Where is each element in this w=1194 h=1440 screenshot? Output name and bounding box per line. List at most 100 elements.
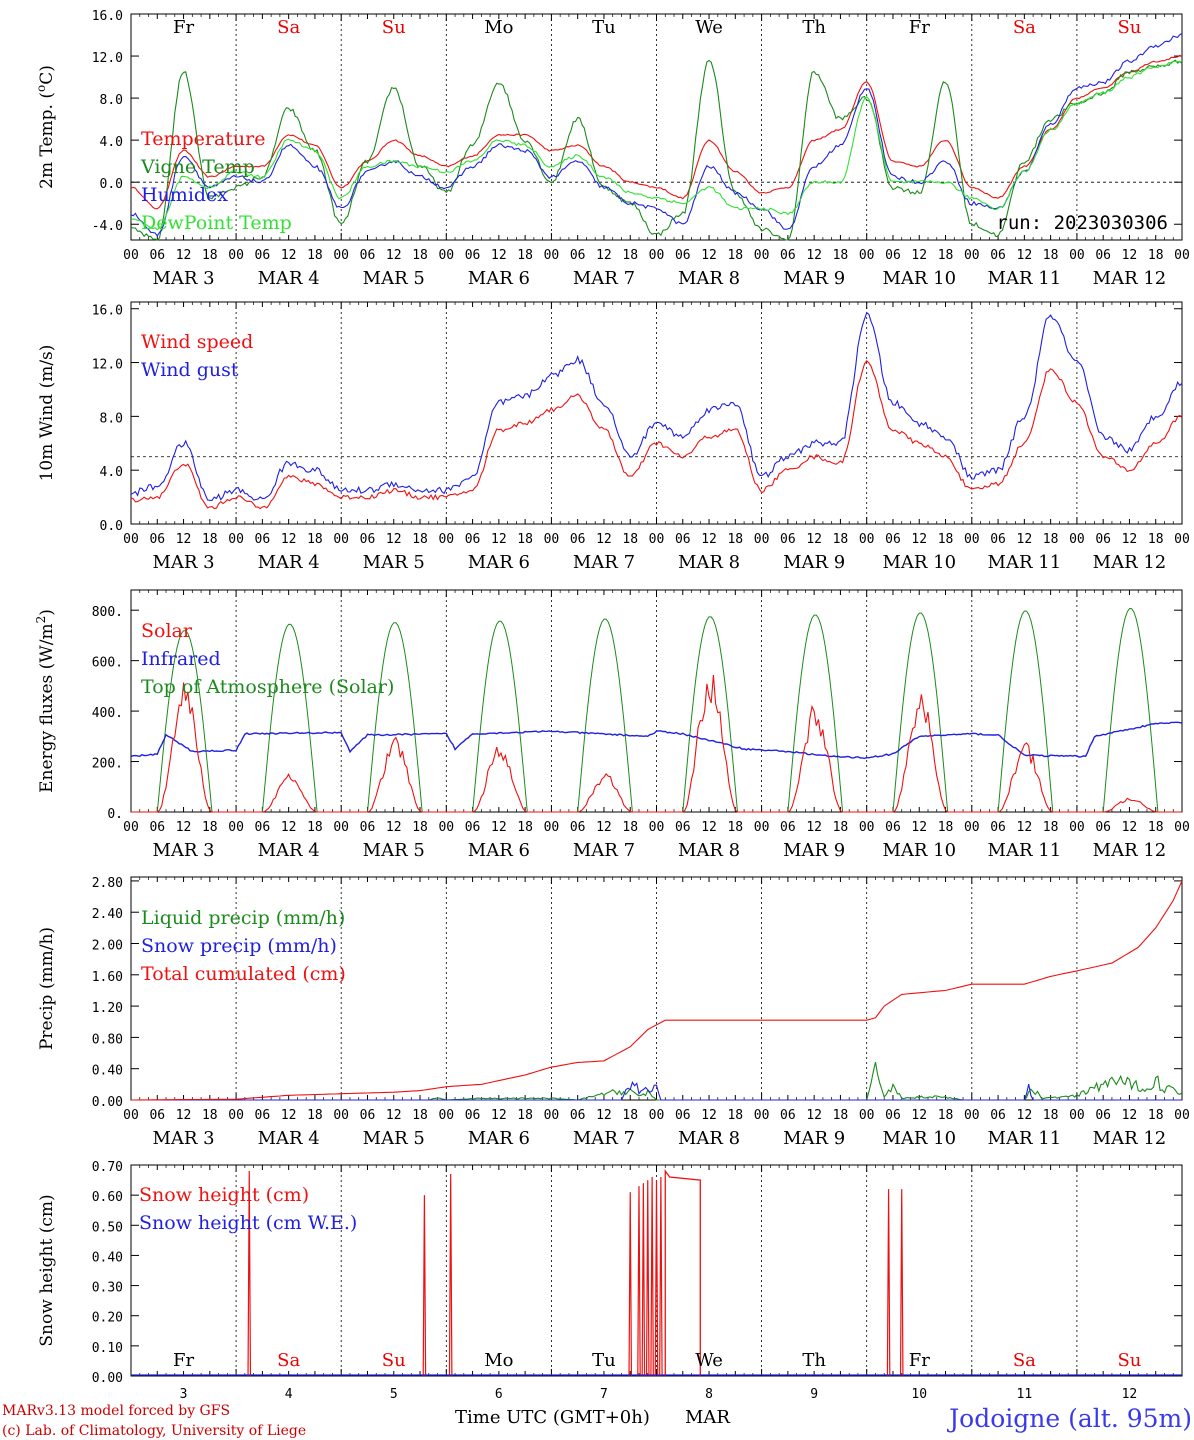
hour-tick-label: 06 bbox=[1095, 532, 1111, 547]
hour-tick-label: 12 bbox=[281, 248, 297, 263]
hour-tick-label: 12 bbox=[281, 532, 297, 547]
legend-entry: Liquid precip (mm/h) bbox=[141, 907, 345, 929]
hour-tick-label: 18 bbox=[412, 532, 428, 547]
hour-tick-label: 18 bbox=[833, 1108, 849, 1123]
y-tick-label: 600. bbox=[92, 656, 123, 671]
weekday-label: Th bbox=[802, 1350, 826, 1371]
x-axis-labels: 00 06 12 18 MAR 3 00 06 12 18 MAR 4 00 06 12 18 MAR 5 0… bbox=[123, 820, 1190, 861]
hour-tick-label: 06 bbox=[990, 1108, 1006, 1123]
hour-tick-label: 18 bbox=[517, 820, 533, 835]
y-tick-label: 1.20 bbox=[92, 1001, 123, 1016]
hour-tick-label: 18 bbox=[517, 1108, 533, 1123]
wind-series-line bbox=[130, 311, 1183, 501]
hour-tick-label: 00 bbox=[1174, 532, 1190, 547]
hour-tick-label: 18 bbox=[517, 532, 533, 547]
y-axis-label: Precip (mm/h) bbox=[37, 927, 57, 1050]
date-label: MAR 10 bbox=[882, 552, 956, 573]
y-tick-label: 12.0 bbox=[92, 358, 123, 373]
weekday-label: Sa bbox=[277, 1350, 300, 1371]
hour-tick-label: 18 bbox=[202, 820, 218, 835]
hour-tick-label: 12 bbox=[701, 248, 717, 263]
hour-tick-label: 06 bbox=[465, 248, 481, 263]
hour-tick-label: 18 bbox=[833, 820, 849, 835]
hour-tick-label: 00 bbox=[649, 820, 665, 835]
hour-tick-label: 00 bbox=[859, 820, 875, 835]
weekday-label: Su bbox=[1117, 17, 1141, 38]
y-axis-label: 10m Wind (m/s) bbox=[37, 345, 57, 482]
weekday-label: Fr bbox=[173, 17, 194, 38]
hour-tick-label: 06 bbox=[465, 532, 481, 547]
hour-tick-label: 06 bbox=[149, 1108, 165, 1123]
y-tick-label: 0.10 bbox=[92, 1341, 123, 1356]
month-axis-label: MAR bbox=[685, 1407, 730, 1428]
bottom-day-numbers: 3 4 5 6 7 8 9 10 11 12 bbox=[180, 1387, 1138, 1402]
hour-tick-label: 18 bbox=[727, 532, 743, 547]
date-label: MAR 7 bbox=[573, 552, 635, 573]
solar-line bbox=[131, 674, 1182, 813]
hour-tick-label: 00 bbox=[754, 248, 770, 263]
hour-tick-label: 12 bbox=[176, 1108, 192, 1123]
y-tick-label: 0.80 bbox=[92, 1032, 123, 1047]
hour-tick-label: 06 bbox=[149, 820, 165, 835]
hour-tick-label: 06 bbox=[990, 820, 1006, 835]
hour-tick-label: 12 bbox=[386, 1108, 402, 1123]
day-number-label: 8 bbox=[705, 1387, 713, 1402]
hour-tick-label: 06 bbox=[780, 248, 796, 263]
snow-height-spike bbox=[422, 1195, 427, 1377]
hour-tick-label: 12 bbox=[701, 1108, 717, 1123]
legend-entry: Snow precip (mm/h) bbox=[141, 935, 337, 957]
hour-tick-label: 12 bbox=[911, 532, 927, 547]
weekday-label: Sa bbox=[1013, 17, 1036, 38]
hour-tick-label: 00 bbox=[964, 532, 980, 547]
hour-tick-label: 18 bbox=[938, 248, 954, 263]
hour-tick-label: 00 bbox=[123, 820, 139, 835]
hour-tick-label: 12 bbox=[491, 820, 507, 835]
hour-tick-label: 00 bbox=[649, 1108, 665, 1123]
hour-tick-label: 06 bbox=[780, 820, 796, 835]
snow-height-spike bbox=[628, 1192, 633, 1377]
y-tick-label: 0. bbox=[107, 807, 123, 822]
legend-entry: Wind gust bbox=[141, 359, 239, 381]
hour-tick-label: 12 bbox=[806, 1108, 822, 1123]
day-number-label: 7 bbox=[600, 1387, 608, 1402]
day-number-label: 10 bbox=[911, 1387, 927, 1402]
precip-series-line bbox=[131, 880, 1183, 1101]
y-axis-label-part: 2m Temp. ( bbox=[37, 92, 57, 189]
x-axis-labels: 00 06 12 18 MAR 3 00 06 12 18 MAR 4 00 06 12 18 MAR 5 0… bbox=[123, 248, 1190, 289]
y-tick-label: 0.00 bbox=[92, 1371, 123, 1386]
hour-tick-label: 12 bbox=[176, 820, 192, 835]
hour-tick-label: 18 bbox=[307, 1108, 323, 1123]
hour-tick-label: 00 bbox=[228, 532, 244, 547]
x-axis-labels: 00 06 12 18 MAR 3 00 06 12 18 MAR 4 00 06 12 18 MAR 5 0… bbox=[123, 1108, 1190, 1149]
panel-1: -4.0 0.0 4.0 8.0 12.0 16.0 2m Temp. (oC) Temper… bbox=[34, 9, 1183, 241]
y-axis-label-part: Energy fluxes (W/m bbox=[37, 623, 57, 792]
weekday-labels: Fr Sa Su Mo Tu We Th Fr Sa Su bbox=[173, 1350, 1141, 1371]
date-label: MAR 8 bbox=[678, 1128, 740, 1149]
temperature-series-line bbox=[130, 54, 1183, 210]
hour-tick-label: 06 bbox=[255, 1108, 271, 1123]
hour-tick-label: 12 bbox=[596, 248, 612, 263]
footer: MARv3.13 model forced by GFS (c) Lab. of … bbox=[2, 1403, 1192, 1439]
legend-entry: Temperature bbox=[141, 128, 265, 150]
hour-tick-label: 00 bbox=[544, 532, 560, 547]
hour-tick-label: 18 bbox=[1148, 248, 1164, 263]
weekday-label: We bbox=[695, 17, 723, 38]
snow-height-spike bbox=[448, 1174, 453, 1377]
hour-tick-label: 12 bbox=[491, 1108, 507, 1123]
date-label: MAR 10 bbox=[882, 268, 956, 289]
y-tick-label: 0.60 bbox=[92, 1190, 123, 1205]
hour-tick-label: 12 bbox=[1017, 1108, 1033, 1123]
weekday-label: Sa bbox=[1013, 1350, 1036, 1371]
hour-tick-label: 12 bbox=[176, 248, 192, 263]
hour-tick-label: 00 bbox=[754, 820, 770, 835]
hour-tick-label: 18 bbox=[622, 248, 638, 263]
hour-tick-label: 12 bbox=[911, 248, 927, 263]
date-label: MAR 6 bbox=[468, 268, 530, 289]
y-tick-label: 4.0 bbox=[100, 135, 123, 150]
weekday-label: Mo bbox=[484, 17, 513, 38]
hour-tick-label: 18 bbox=[412, 820, 428, 835]
hour-tick-label: 06 bbox=[360, 248, 376, 263]
y-axis-label-superscript: 2 bbox=[34, 616, 48, 624]
hour-tick-label: 00 bbox=[438, 532, 454, 547]
run-label: run: 2023030306 bbox=[996, 212, 1168, 234]
